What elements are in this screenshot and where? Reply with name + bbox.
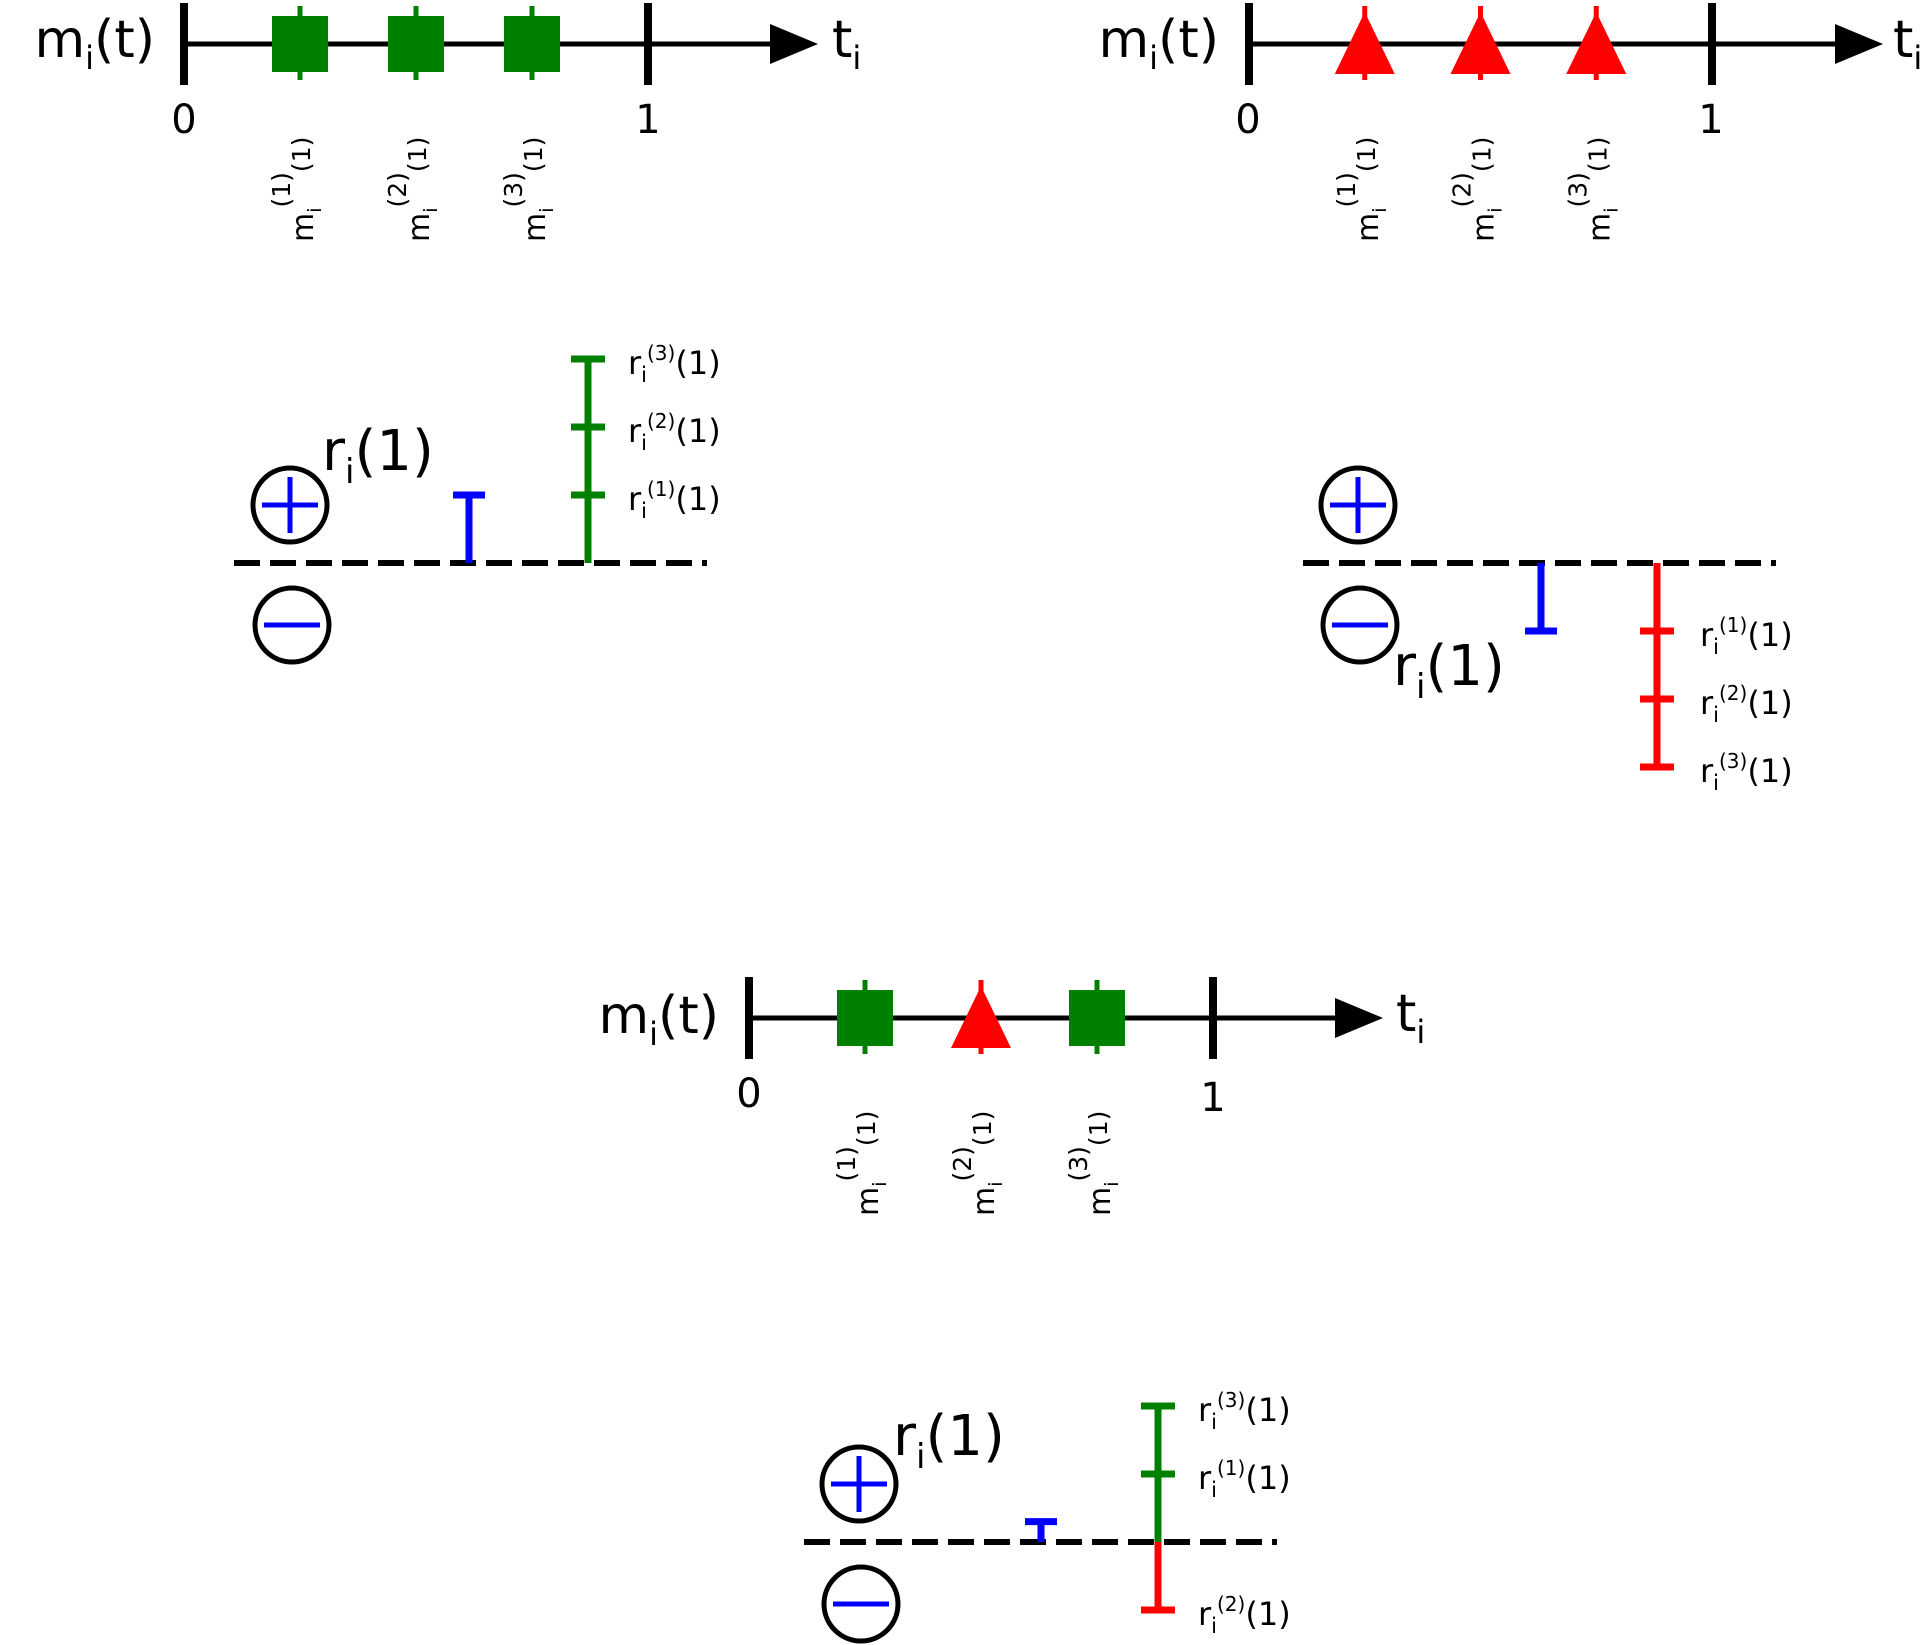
marker-label-3: mi(3)(1) [499,137,558,242]
marker-label-2: mi(2)(1) [1448,137,1507,242]
timeline-top-left: mi(t) ti 0 1 mi(1)(1) mi(2)(1) mi(3)(1) [34,3,861,242]
minus-sign-icon [252,585,332,665]
axis-label-mt: mi(t) [598,986,719,1053]
minus-sign-icon [821,1564,901,1644]
component-label-1: ri(1)(1) [628,477,721,523]
timeline-bottom: mi(t) ti 0 1 mi(1)(1) mi(2)(1) mi(3)(1) [598,977,1425,1216]
timeline-top-right: mi(t) ti 0 1 mi(1)(1) mi(2)(1) mi(3)(1) [1098,3,1922,242]
square-marker [388,16,444,72]
axis-label-mt: mi(t) [34,10,155,77]
component-label-2: ri(2)(1) [628,409,721,455]
axis-arrowhead [770,24,818,64]
square-marker [1069,990,1125,1046]
axis-arrowhead [1835,24,1883,64]
component-label-3: ri(3)(1) [1700,749,1793,795]
plus-sign-icon [819,1444,899,1524]
plus-sign-icon [1318,465,1398,545]
tick-label-zero: 0 [1235,97,1260,143]
axis-label-ti: ti [832,10,861,77]
total-label: ri(1) [893,1404,1005,1477]
marker-label-1: mi(1)(1) [832,1111,891,1216]
component-label-3: ri(3)(1) [628,341,721,387]
component-label-1: ri(1)(1) [1700,613,1793,659]
triangle-marker [951,986,1011,1048]
axis-label-ti: ti [1396,984,1425,1051]
bars-bottom: ri(1) ri(1)(1) ri(3)(1) ri(2)(1) [804,1388,1291,1644]
component-label-3: ri(2)(1) [1198,1592,1291,1638]
tick-label-one: 1 [1698,97,1723,143]
marker-label-3: mi(3)(1) [1064,1111,1123,1216]
triangle-marker [1450,12,1511,74]
total-label: ri(1) [1393,634,1505,707]
tick-label-zero: 0 [171,97,196,143]
total-label: ri(1) [322,419,434,492]
square-marker [837,990,893,1046]
square-marker [504,16,560,72]
component-label-2: ri(2)(1) [1700,681,1793,727]
component-label-2: ri(3)(1) [1198,1388,1291,1434]
axis-label-mt: mi(t) [1098,10,1219,77]
triangle-marker [1566,12,1627,74]
triangle-marker [1334,12,1395,74]
tick-label-one: 1 [635,97,660,143]
bars-top-left: ri(1) ri(1)(1) ri(2)(1) ri(3)(1) [234,341,721,665]
axis-arrowhead [1335,998,1383,1038]
tick-label-one: 1 [1200,1075,1225,1121]
marker-label-2: mi(2)(1) [383,137,442,242]
plus-sign-icon [250,465,330,545]
marker-label-1: mi(1)(1) [267,137,326,242]
axis-label-ti: ti [1893,10,1922,77]
square-marker [272,16,328,72]
minus-sign-icon [1320,585,1400,665]
bars-top-right: ri(1) ri(1)(1) ri(2)(1) ri(3)(1) [1303,465,1793,795]
marker-label-3: mi(3)(1) [1563,137,1622,242]
tick-label-zero: 0 [736,1071,761,1117]
marker-label-1: mi(1)(1) [1332,137,1391,242]
marker-label-2: mi(2)(1) [948,1111,1007,1216]
component-label-1: ri(1)(1) [1198,1456,1291,1502]
